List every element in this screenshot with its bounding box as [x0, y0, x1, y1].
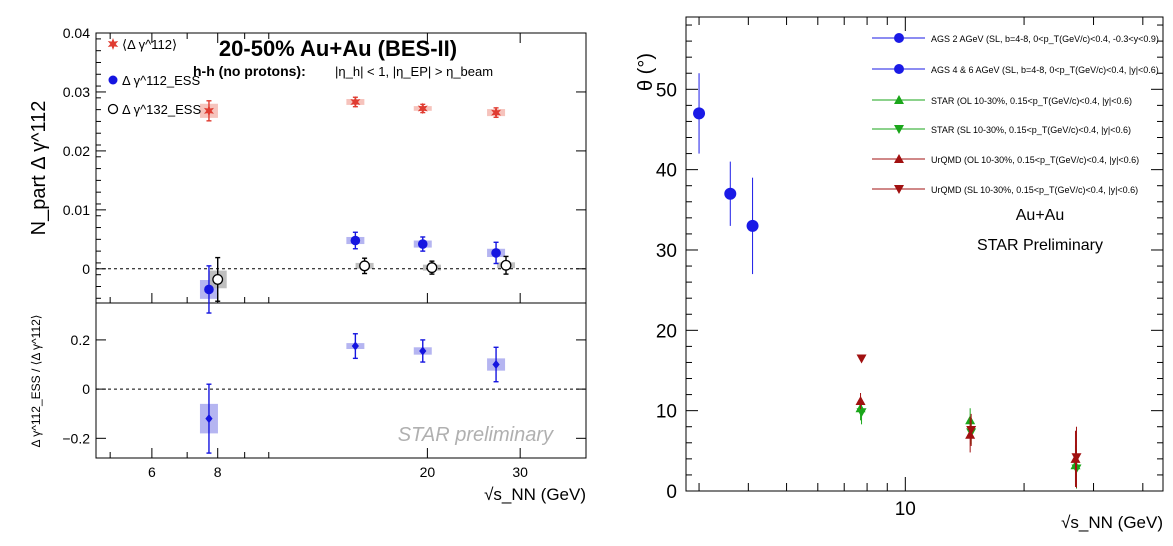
data-point	[491, 248, 501, 258]
legend-label: STAR (SL 10-30%, 0.15<p_T(GeV/c)<0.4, |y…	[931, 125, 1131, 135]
data-point	[856, 408, 867, 418]
legend-marker-star	[107, 38, 119, 50]
legend-open-circle-icon	[107, 103, 119, 115]
y-tick-label: 0.03	[63, 84, 90, 100]
y-tick-label: 0.2	[71, 332, 91, 348]
legend-star-icon	[107, 38, 119, 50]
left-title: 20-50% Au+Au (BES-II)	[219, 36, 457, 61]
data-point	[203, 105, 214, 117]
data-point	[855, 396, 866, 406]
right-ylabel: θ (°)	[635, 53, 657, 91]
data-point	[417, 102, 428, 115]
data-point	[350, 235, 361, 246]
right-annotation-line-1: Au+Au	[1016, 207, 1064, 224]
x-tick-label: 8	[214, 464, 222, 480]
legend-label-0: ⟨Δ γ^112⟩	[122, 37, 177, 52]
data-point	[492, 360, 500, 370]
right-chart: 0 10 20 30 40 50 10 AGS 2 AGeV (SL, b=4-8, 0<…	[635, 16, 1164, 532]
y-tick-label: 50	[656, 80, 677, 101]
legend-marker-filled-circle	[108, 75, 118, 85]
y-tick-label: 0.04	[63, 25, 90, 41]
legend-label: STAR (OL 10-30%, 0.15<p_T(GeV/c)<0.4, |y…	[931, 96, 1132, 106]
data-point	[350, 96, 361, 108]
left-legend: ⟨Δ γ^112⟩ Δ γ^112_ESS Δ γ^132_ESS	[107, 37, 201, 117]
data-point	[746, 219, 759, 232]
left-watermark: STAR preliminary	[398, 424, 554, 446]
left-x-ticks: 6 8 20 30	[109, 33, 587, 480]
data-point	[965, 429, 976, 439]
legend-label: AGS 2 AGeV (SL, b=4-8, 0<p_T(GeV/c)<0.4,…	[931, 34, 1159, 44]
data-point	[204, 284, 214, 295]
y-tick-label: 0.01	[63, 202, 90, 218]
left-top-ylabel: N_part Δ γ^112	[28, 101, 50, 236]
right-legend: AGS 2 AGeV (SL, b=4-8, 0<p_T(GeV/c)<0.4,…	[872, 33, 1159, 195]
y-tick-label: 0	[82, 261, 90, 277]
data-point	[724, 187, 737, 200]
legend-marker	[894, 154, 904, 163]
x-tick-label: 10	[895, 499, 916, 520]
y-tick-label: 10	[656, 402, 677, 423]
data-point	[205, 414, 213, 424]
data-point	[212, 273, 224, 285]
y-tick-label: 40	[656, 161, 677, 182]
legend-marker	[894, 33, 904, 43]
data-point	[426, 262, 438, 274]
left-subtitle-left: h-h (no protons):	[193, 63, 306, 79]
data-point	[966, 425, 977, 435]
data-point	[500, 259, 512, 271]
left-subtitle-right: |η_h| < 1, |η_EP| > η_beam	[335, 64, 493, 79]
legend-label-1: Δ γ^112_ESS	[122, 73, 200, 88]
y-tick-label: 20	[656, 321, 677, 342]
left-bottom-ylabel: Δ γ^112_ESS / ⟨Δ γ^112⟩	[29, 315, 43, 448]
x-tick-label: 20	[420, 464, 436, 480]
legend-marker	[894, 185, 904, 194]
left-bottom-points	[205, 333, 500, 454]
y-tick-label: 30	[656, 241, 677, 262]
right-points	[693, 73, 1082, 489]
data-point	[693, 107, 706, 120]
legend-filled-circle-icon	[108, 75, 118, 85]
right-x-ticks: 10	[698, 17, 1144, 520]
data-point	[419, 346, 427, 356]
right-y-ticks: 0 10 20 30 40 50	[656, 24, 1163, 503]
legend-marker-open-circle	[107, 103, 119, 115]
left-xlabel: √s_NN (GeV)	[484, 485, 586, 504]
left-bottom-y-ticks: −0.2 0 0.2	[62, 332, 586, 446]
right-annotation-line-2: STAR Preliminary	[977, 237, 1103, 254]
legend-label: AGS 4 & 6 AGeV (SL, b=4-8, 0<p_T(GeV/c)<…	[931, 65, 1159, 75]
data-point	[1071, 453, 1082, 463]
data-point	[491, 106, 502, 119]
y-tick-label: 0	[82, 381, 90, 397]
legend-label-2: Δ γ^132_ESS	[122, 102, 201, 117]
right-xlabel: √s_NN (GeV)	[1061, 513, 1163, 532]
x-tick-label: 6	[148, 464, 156, 480]
left-top-points	[203, 96, 512, 314]
y-tick-label: 0.02	[63, 143, 90, 159]
data-point	[417, 239, 428, 249]
legend-label: UrQMD (SL 10-30%, 0.15<p_T(GeV/c)<0.4, |…	[931, 185, 1138, 195]
data-point	[856, 354, 867, 364]
x-tick-label: 30	[512, 464, 528, 480]
left-bottom-frame	[95, 302, 587, 459]
legend-label: UrQMD (OL 10-30%, 0.15<p_T(GeV/c)<0.4, |…	[931, 155, 1139, 165]
legend-marker	[894, 125, 904, 134]
y-tick-label: −0.2	[62, 430, 90, 446]
y-tick-label: 0	[666, 482, 677, 503]
legend-marker	[894, 64, 904, 74]
right-frame	[685, 16, 1164, 492]
legend-marker	[894, 95, 904, 104]
data-point	[359, 260, 371, 272]
data-point	[351, 341, 359, 351]
left-chart: 0 0.01 0.02 0.03 0.04 −0.2 0 0.2 6 8 20 30 20-50%…	[28, 25, 587, 504]
